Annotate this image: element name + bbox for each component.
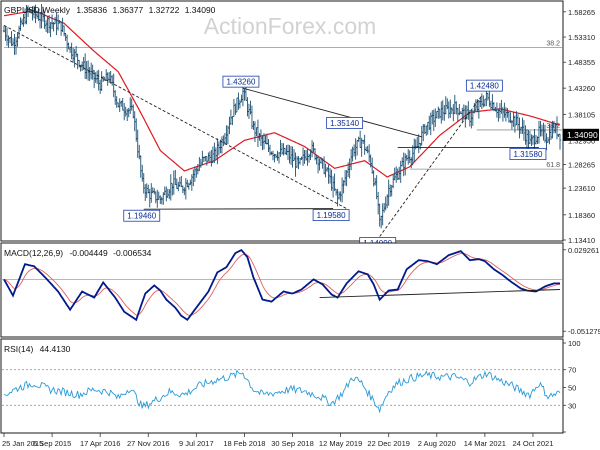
price-tick-label: 1.13410 [568, 236, 595, 245]
macd-line [3, 248, 560, 322]
level-label-text: 1.19460 [127, 212, 156, 221]
price-tick-label: 1.32950 [568, 137, 595, 146]
macd-signal-line [3, 252, 561, 316]
trendline-1 [242, 87, 422, 138]
price-bar [558, 133, 562, 150]
x-tick-label: 30 Sep 2018 [271, 439, 314, 448]
level-label-box [509, 148, 547, 160]
level-label-box [222, 75, 260, 88]
x-tick-label: 2 Aug 2020 [418, 439, 456, 448]
rsi-title: RSI(14) [4, 344, 33, 354]
price-tick-label: 1.53310 [568, 33, 595, 42]
price-panel-frame [0, 0, 564, 242]
level-label-text: 1.31580 [513, 150, 542, 159]
rsi-panel: RSI(14) 44.4130 100 70 50 30 [0, 338, 581, 434]
rsi-line [3, 369, 561, 414]
x-tick-label: 22 Dec 2019 [367, 439, 410, 448]
price-tick-label: 1.28265 [568, 160, 595, 169]
level-label-2: 1.19580 [312, 209, 350, 222]
price-tick-label: 1.23610 [568, 184, 595, 193]
svg-text:GBPUSD,Weekly 1.35836: GBPUSD,Weekly 1.35836 1.36377 1.32722 1.… [4, 5, 216, 15]
level-label-3: 1.35140 [326, 117, 364, 129]
trendline-2 [143, 208, 334, 210]
rsi-panel-frame [0, 338, 564, 434]
price-tick-label: 1.38105 [568, 110, 595, 119]
chart-title: GBPUSD,Weekly [4, 5, 71, 15]
level-label-0: 1.43260 [222, 75, 260, 88]
x-tick-label: 12 May 2019 [319, 439, 362, 448]
level-label-box [465, 79, 503, 92]
x-tick-label: 17 Apr 2016 [80, 439, 120, 448]
ohlc-high: 1.36377 [112, 5, 143, 15]
last-price-box: 1.34090 [563, 128, 599, 141]
fib-label-0: 38.2 [546, 41, 560, 48]
price-tick-label: 1.18360 [568, 211, 595, 220]
macd-tick-label: 0.029261 [568, 246, 599, 255]
ohlc-low: 1.32722 [149, 5, 180, 15]
x-tick-label: 18 Feb 2018 [223, 439, 265, 448]
macd-value: -0.004449 [69, 248, 108, 258]
rsi-tick-label: 70 [568, 366, 576, 375]
level-label-box [123, 209, 161, 222]
macd-panel: MACD(12,26,9) -0.004449 -0.006534 0.0292… [0, 242, 600, 338]
ohlc-close: 1.34090 [185, 5, 216, 15]
level-label-text: 1.42480 [470, 82, 499, 91]
macd-trendline [319, 289, 561, 299]
watermark: ActionForex.com [204, 13, 377, 39]
rsi-tick-label: 30 [568, 401, 576, 410]
x-tick-label: 9 Jul 2017 [179, 439, 214, 448]
level-label-text: 1.43260 [226, 78, 255, 87]
rsi-tick-label: 50 [568, 384, 576, 393]
level-label-text: 1.35140 [330, 119, 359, 128]
level-label-5: 1.42480 [465, 79, 503, 92]
x-tick-label: 24 Oct 2021 [513, 439, 554, 448]
rsi-tick-label: 100 [568, 339, 581, 348]
x-tick-label: 27 Nov 2016 [127, 439, 170, 448]
price-tick-label: 1.43260 [568, 84, 595, 93]
x-tick-label: 14 Mar 2021 [464, 439, 506, 448]
level-label-1: 1.19460 [123, 209, 161, 222]
last-price-label: 1.34090 [567, 130, 598, 140]
price-header: GBPUSD,Weekly 1.35836 1.36377 1.32722 1.… [4, 5, 216, 15]
macd-tick-label: -0.051279 [568, 327, 600, 336]
x-tick-label: 6 Sep 2015 [33, 439, 71, 448]
trendline-3 [379, 95, 483, 237]
level-label-6: 1.31580 [509, 148, 547, 160]
macd-title: MACD(12,26,9) [4, 248, 63, 258]
price-tick-label: 1.58265 [568, 8, 595, 17]
ohlc-open: 1.35836 [76, 5, 107, 15]
macd-signal-value: -0.006534 [113, 248, 152, 258]
x-tick-label: 25 Jan 2015 [2, 439, 43, 448]
fib-label-2: 61.8 [546, 162, 560, 169]
level-label-box [312, 209, 350, 222]
level-label-text: 1.19580 [317, 211, 346, 220]
macd-header: MACD(12,26,9) -0.004449 -0.006534 [4, 248, 152, 258]
rsi-value: 44.4130 [40, 344, 71, 354]
price-panel: ActionForex.com 38.238.261.8 1.432601.19… [0, 0, 599, 249]
rsi-header: RSI(14) 44.4130 [4, 344, 71, 354]
price-tick-label: 1.48355 [568, 58, 595, 67]
level-label-box [326, 117, 364, 129]
moving-average-line [3, 9, 561, 178]
